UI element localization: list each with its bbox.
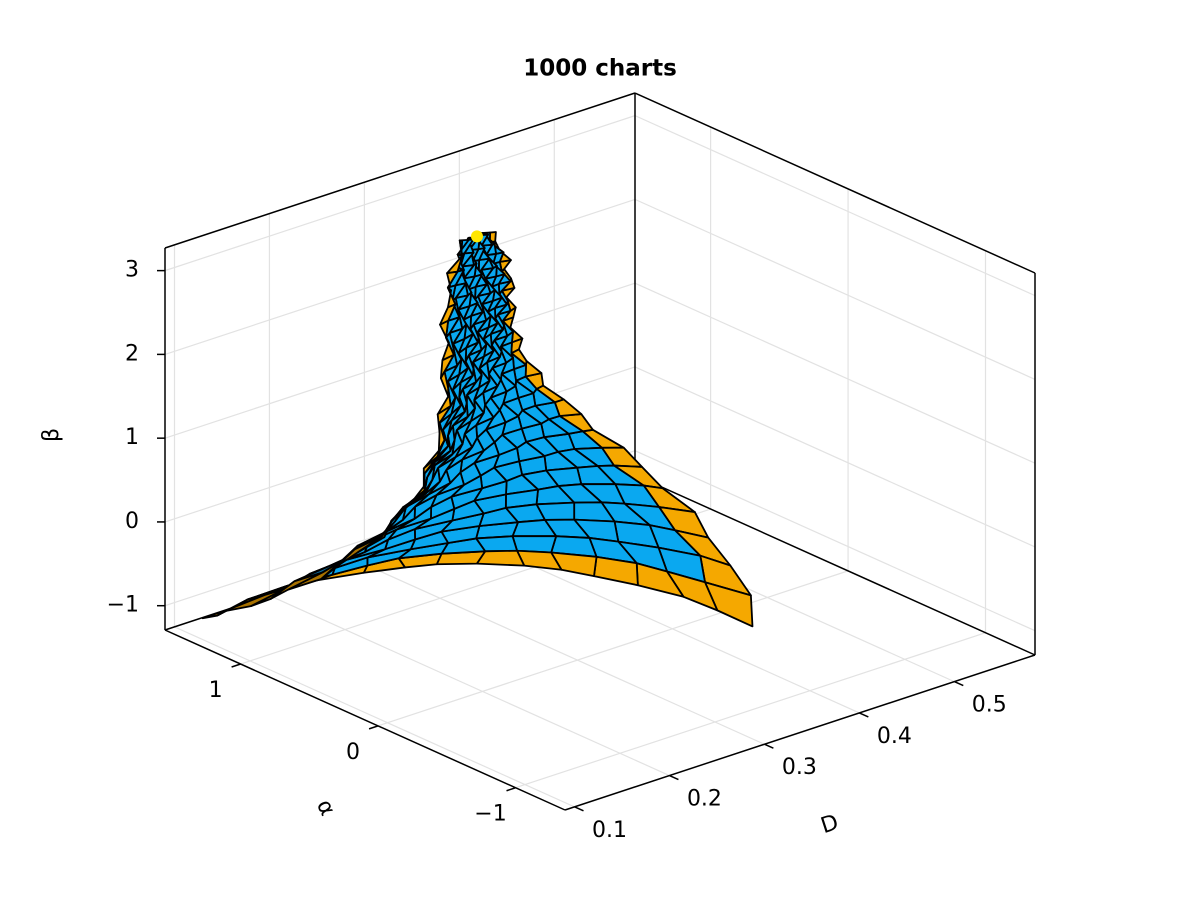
tick-mark [506,787,516,792]
y-axis-label: α [311,796,340,820]
grid-line [634,282,1036,464]
grid-line [164,366,636,523]
tick-mark [764,743,774,749]
axis-frame [164,629,566,811]
x-tick-label: 0.2 [687,787,722,812]
tick-mark [859,712,869,718]
grid-line [364,563,765,745]
grid-line [515,632,986,789]
surface-cell [222,588,286,613]
axis-frame [164,92,636,249]
grid-line [634,198,1036,380]
tick-mark [231,663,241,668]
chart-title: 1000 charts [523,56,677,82]
x-tick-label: 0.5 [972,693,1007,718]
axis-frame [564,654,1036,811]
surface-cell [524,359,543,378]
z-tick-label: −1 [107,593,139,618]
highlight-point [470,230,483,243]
surface-cell [383,505,407,539]
x-axis-label: D [818,810,842,839]
axis-frame [634,474,1036,656]
grid-line [634,115,1036,297]
z-tick-label: 1 [125,425,139,450]
grid-line [269,595,670,777]
tick-mark [574,806,584,812]
x-tick-label: 0.4 [877,724,912,749]
grid-line [377,570,849,727]
z-axis-label: β [39,428,64,442]
tick-mark [669,774,679,781]
x-tick-label: 0.1 [592,818,627,843]
grid-line [164,198,636,355]
z-tick-label: 0 [125,509,139,534]
y-tick-label: 0 [346,740,360,765]
x-tick-label: 0.3 [782,755,817,780]
grid-line [634,366,1036,548]
y-tick-label: 1 [209,678,223,703]
tick-mark [953,680,964,687]
tick-mark [368,725,379,730]
grid-line [634,450,1036,632]
grid-line [174,626,575,808]
y-tick-label: −1 [474,802,506,827]
grid-line [164,115,636,272]
z-tick-label: 3 [125,258,139,283]
axis-frame [634,92,1036,274]
z-tick-label: 2 [125,341,139,366]
grid-line [164,282,636,439]
